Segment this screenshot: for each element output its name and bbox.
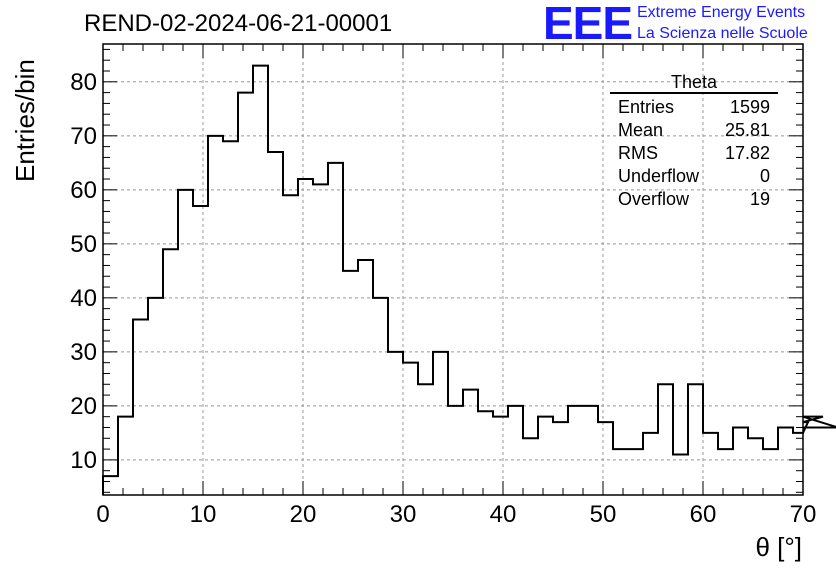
stats-row-overflow: Overflow 19 <box>610 188 778 211</box>
histogram-bin <box>388 352 403 495</box>
histogram-bin <box>208 136 223 495</box>
histogram-bin <box>268 152 283 495</box>
stats-row-underflow: Underflow 0 <box>610 165 778 188</box>
stats-label: Underflow <box>618 166 700 186</box>
y-tick-label: 40 <box>70 285 97 312</box>
stats-value: 25.81 <box>724 120 770 140</box>
histogram-bin <box>373 298 388 495</box>
x-axis-label: θ [°] <box>755 532 802 562</box>
histogram-bin <box>298 179 313 495</box>
histogram-bin <box>478 411 493 495</box>
histogram-bin <box>673 454 688 495</box>
histogram-bin <box>628 449 643 495</box>
x-tick-label: 50 <box>590 501 617 528</box>
plot-frame <box>102 43 804 496</box>
histogram-bin <box>508 406 523 495</box>
stats-label: Mean <box>618 120 664 140</box>
stats-label: RMS <box>618 143 658 163</box>
histogram-bin <box>538 417 553 495</box>
histogram-bin <box>118 417 133 495</box>
histogram-bin <box>463 390 478 495</box>
stats-row-mean: Mean 25.81 <box>610 119 778 142</box>
histogram-bin <box>343 271 358 495</box>
histogram-bin <box>433 352 448 495</box>
y-tick-label: 20 <box>70 393 97 420</box>
stats-value: 17.82 <box>724 143 770 163</box>
histogram-bin <box>178 190 193 495</box>
histogram-bin <box>718 449 733 495</box>
histogram-bin <box>133 319 148 495</box>
eee-logo: EEE <box>543 0 633 49</box>
histogram-bin <box>223 141 238 495</box>
histogram-bin <box>403 363 418 495</box>
histogram-bin <box>778 427 793 495</box>
histogram-bin <box>448 406 463 495</box>
stats-row-rms: RMS 17.82 <box>610 142 778 165</box>
stats-label: Entries <box>618 97 675 117</box>
histogram-bin <box>253 66 268 495</box>
stats-value: 0 <box>759 166 770 186</box>
histogram-bin <box>283 195 298 495</box>
histogram-bin <box>763 449 778 495</box>
stats-box: Theta Entries 1599 Mean 25.81 RMS 17.82 … <box>610 73 778 211</box>
y-tick-label: 50 <box>70 231 97 258</box>
x-tick-label: 20 <box>290 501 317 528</box>
histogram-bin <box>418 384 433 495</box>
histogram-bin <box>328 163 343 495</box>
histogram-bin <box>688 384 703 495</box>
histogram-bin <box>163 249 178 495</box>
x-tick-label: 10 <box>190 501 217 528</box>
stats-label: Overflow <box>618 189 690 209</box>
histogram-bin <box>703 433 718 495</box>
logo-subtitle-2: La Scienza nelle Scuole <box>637 25 808 42</box>
x-tick-label: 40 <box>490 501 517 528</box>
histogram-bin <box>493 417 508 495</box>
y-axis-label: Entries/bin <box>10 59 40 182</box>
stats-title: Theta <box>610 73 778 94</box>
stats-row-entries: Entries 1599 <box>610 96 778 119</box>
x-tick-label: 30 <box>390 501 417 528</box>
histogram-bin <box>598 422 613 495</box>
stats-value: 1599 <box>729 97 770 117</box>
y-tick-label: 70 <box>70 123 97 150</box>
histogram-bin <box>193 206 208 495</box>
logo-subtitle-1: Extreme Energy Events <box>637 4 806 21</box>
histogram-bin <box>748 438 763 495</box>
x-tick-label: 70 <box>790 501 817 528</box>
x-tick-label: 60 <box>690 501 717 528</box>
y-tick-label: 30 <box>70 339 97 366</box>
histogram-series <box>102 64 836 495</box>
y-tick-label: 10 <box>70 447 97 474</box>
histogram-bin <box>643 433 658 495</box>
histogram-bin <box>238 93 253 495</box>
y-tick-label: 60 <box>70 177 97 204</box>
histogram-bin <box>658 384 673 495</box>
y-tick-label: 80 <box>70 69 97 96</box>
chart-title: REND-02-2024-06-21-00001 <box>84 10 393 37</box>
histogram-bin <box>583 406 598 495</box>
histogram-bin <box>553 422 568 495</box>
histogram-bin <box>148 298 163 495</box>
histogram-bin <box>613 449 628 495</box>
histogram-bin <box>568 406 583 495</box>
histogram-bin <box>733 427 748 495</box>
histogram-bin <box>358 260 373 495</box>
histogram-bin <box>793 433 803 495</box>
histogram-bin <box>313 184 328 495</box>
stats-value: 19 <box>749 189 770 209</box>
x-tick-label: 0 <box>96 501 109 528</box>
histogram-bin <box>523 438 538 495</box>
